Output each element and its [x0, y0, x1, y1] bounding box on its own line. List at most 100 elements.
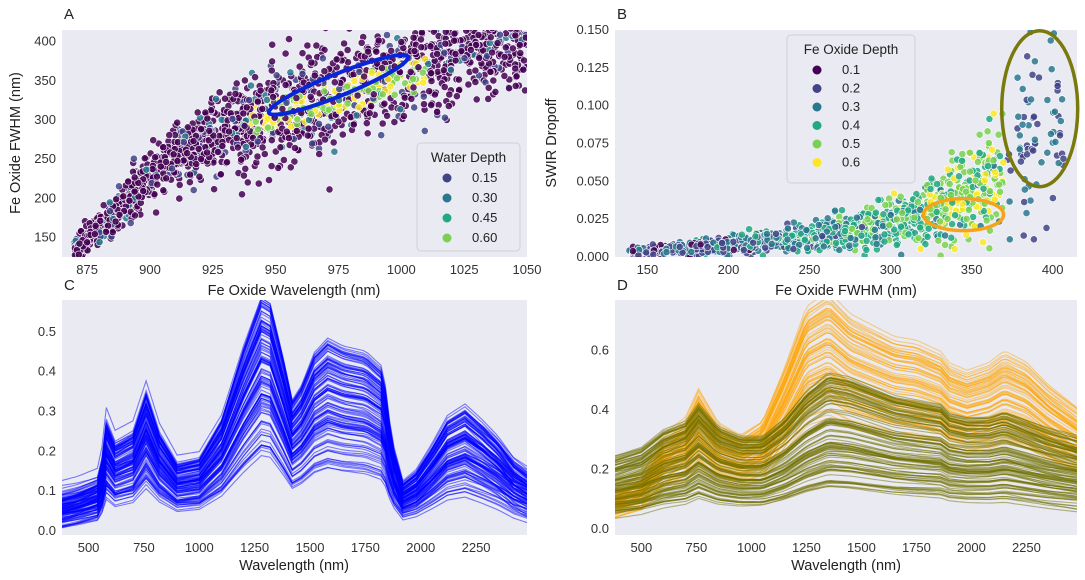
scatter-point: [491, 88, 500, 96]
scatter-point: [926, 185, 935, 193]
y-tick-label: 0.4: [591, 402, 609, 417]
scatter-point: [487, 0, 494, 4]
scatter-point: [115, 182, 123, 191]
scatter-point: [426, 42, 435, 51]
scatter-point: [936, 217, 944, 226]
legend-entry: 0.1: [842, 62, 860, 77]
scatter-point: [1015, 145, 1024, 154]
scatter-point: [151, 153, 159, 162]
scatter-point: [1020, 185, 1029, 194]
scatter-point: [483, 30, 490, 32]
spectrum-line: [615, 300, 1077, 498]
x-tick-label: 1250: [792, 540, 821, 555]
spectrum-line: [62, 301, 527, 502]
scatter-point: [446, 21, 453, 28]
scatter-point: [1031, 135, 1039, 144]
scatter-point: [516, 9, 523, 16]
scatter-point: [969, 213, 977, 221]
scatter-point: [439, 66, 448, 75]
scatter-point: [324, 122, 333, 131]
scatter-point: [185, 178, 194, 187]
x-tick-label: 750: [686, 540, 708, 555]
scatter-point: [1031, 57, 1039, 66]
scatter-point: [410, 47, 419, 55]
scatter-point: [831, 223, 840, 231]
scatter-point: [649, 250, 658, 257]
scatter-point: [1020, 198, 1029, 206]
scatter-point: [365, 109, 374, 118]
scatter-point: [409, 83, 418, 92]
scatter-point: [225, 127, 233, 136]
y-tick-label: 0.1: [38, 483, 56, 498]
scatter-point: [406, 68, 415, 76]
scatter-point: [964, 205, 973, 214]
scatter-point: [306, 92, 315, 101]
scatter-point: [886, 210, 895, 219]
scatter-point: [729, 245, 738, 254]
scatter-point: [486, 20, 493, 27]
legend-marker: [812, 84, 822, 93]
legend-marker: [442, 233, 452, 243]
scatter-point: [419, 78, 428, 87]
scatter-point: [369, 90, 378, 99]
scatter-point: [291, 144, 299, 152]
x-tick-label: 1050: [513, 262, 542, 277]
spectrum-line: [62, 403, 527, 510]
scatter-point: [488, 48, 496, 57]
scatter-point: [985, 115, 994, 123]
scatter-point: [450, 30, 459, 38]
scatter-point: [303, 131, 312, 140]
scatter-point: [518, 10, 525, 17]
scatter-point: [445, 90, 454, 99]
scatter-point: [378, 64, 386, 72]
x-tick-label: 200: [718, 262, 740, 277]
scatter-point: [111, 217, 120, 226]
legend-entry: 0.5: [842, 136, 860, 151]
x-tick-label: 500: [631, 540, 653, 555]
scatter-point: [465, 19, 472, 26]
scatter-point: [292, 94, 301, 102]
scatter-point: [484, 2, 491, 9]
scatter-point: [427, 30, 433, 31]
scatter-point: [455, 14, 462, 21]
scatter-point: [1059, 154, 1068, 163]
spectrum-line: [615, 482, 1077, 519]
scatter-point: [985, 244, 994, 253]
scatter-point: [393, 16, 400, 23]
scatter-point: [253, 137, 262, 146]
scatter-point: [254, 179, 263, 188]
y-tick-label: 0.025: [576, 211, 609, 226]
panel-b: B 150 200 250 300 350 400 0.000 0.025 0.050 0.075…: [544, 6, 1080, 299]
scatter-point: [996, 187, 1004, 196]
scatter-point: [343, 99, 352, 108]
scatter-point: [484, 83, 493, 92]
scatter-point: [499, 10, 506, 17]
y-tick-label: 0.150: [576, 22, 609, 37]
scatter-point: [307, 58, 316, 67]
scatter-point: [831, 206, 839, 215]
scatter-point: [329, 138, 338, 147]
legend-marker: [812, 65, 822, 75]
spectrum-line: [62, 305, 527, 496]
legend-entry: 0.3: [842, 99, 860, 114]
scatter-point: [979, 184, 988, 193]
scatter-point: [364, 47, 372, 56]
scatter-point: [892, 240, 901, 249]
highlight-ellipse: [999, 28, 1080, 189]
scatter-point: [1017, 157, 1025, 166]
scatter-point: [838, 206, 846, 215]
scatter-point: [298, 49, 307, 58]
scatter-point: [986, 187, 994, 196]
scatter-point: [254, 125, 262, 134]
scatter-point: [845, 241, 854, 250]
scatter-point: [980, 176, 989, 185]
scatter-point: [451, 50, 460, 58]
scatter-point: [1033, 120, 1042, 128]
scatter-point: [240, 122, 249, 130]
scatter-point: [258, 105, 267, 113]
x-tick-label: 900: [139, 262, 161, 277]
legend-entry: 0.60: [472, 230, 497, 245]
scatter-point: [966, 167, 974, 176]
scatter-point: [1006, 166, 1015, 175]
